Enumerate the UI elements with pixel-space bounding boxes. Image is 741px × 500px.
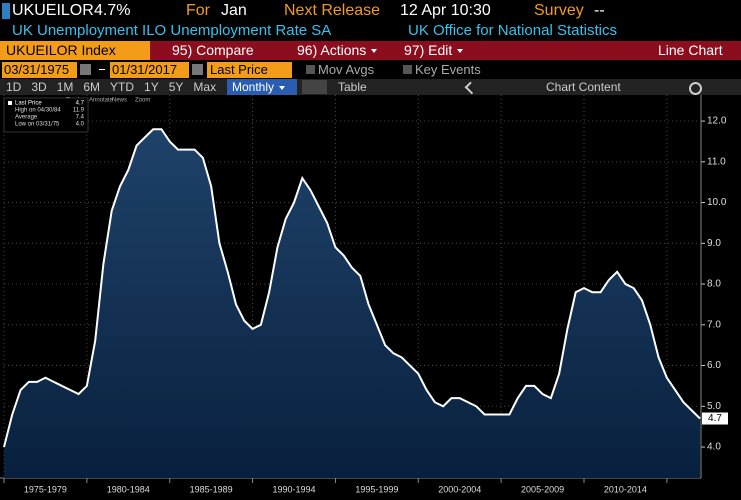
start-date-box[interactable] [2,62,77,78]
survey: -- [594,2,605,19]
settings-icon[interactable] [689,82,702,95]
range-button[interactable]: 5Y [168,80,184,94]
release-label: Next Release [284,2,381,19]
edit-button[interactable]: 97) Edit [404,42,464,58]
y-tick-label: 9.0 [707,238,721,249]
legend-swatch [8,101,12,105]
area [4,129,700,478]
tool-button[interactable]: Zoom [135,98,150,104]
legend-box [3,97,89,133]
range-button[interactable]: 6M [83,80,101,94]
last-value-label: 4.7 [708,413,722,424]
y-tick-label: 4.0 [707,442,721,453]
legend-value: 4.7 [76,101,85,107]
line [3,128,701,448]
x-tick-label: 1995-1999 [355,484,398,494]
tool-button[interactable]: News [112,98,127,104]
ticker-marker [2,3,10,19]
view-label: Line Chart [658,42,723,58]
legend-stat-value: 4.0 [76,122,85,128]
survey-label: Survey [534,2,584,19]
ticker: UKUEILOR [12,2,94,19]
description: UK Unemployment ILO Unemployment Rate SA [12,22,332,39]
y-tick-label: 10.0 [707,197,727,208]
range-button[interactable]: 1D [6,80,22,94]
end-date[interactable]: 01/31/2017 [112,62,178,77]
last-value-tag [702,412,728,425]
checkbox[interactable] [306,65,315,74]
actions-button[interactable]: 96) Actions [297,42,378,58]
range-button[interactable]: Max [193,80,217,94]
range-bar [0,79,741,95]
period-label: For [186,2,210,19]
y-tick-label: 6.0 [707,360,721,371]
security-box[interactable] [0,41,150,60]
y-tick-label: 5.0 [707,401,721,412]
compare-button[interactable]: 95) Compare [172,42,254,58]
chart: TrackAnnotateNewsZoom4.05.06.07.08.09.01… [0,95,728,494]
y-tick-label: 12.0 [707,116,727,127]
legend-stat-value: 11.9 [73,108,85,114]
start-date[interactable]: 03/31/1975 [4,62,70,77]
mov-avgs[interactable]: Mov Avgs [318,62,375,77]
frequency-label[interactable]: Monthly [232,80,275,94]
x-tick-label: 1975-1979 [24,484,67,494]
y-tick-label: 11.0 [707,156,726,167]
release: 12 Apr 10:30 [400,2,491,19]
legend-entry: Last Price [15,101,42,107]
chart-content[interactable]: Chart Content [546,80,621,94]
date-separator [99,69,105,70]
x-tick-label: 2005-2009 [521,484,564,494]
checkbox[interactable] [403,65,412,74]
line-chart-icon[interactable] [302,80,327,94]
legend-stat-label: High on 04/30/84 [15,108,61,114]
legend: Last Price 4.7 High on 04/30/84 11.9 Average… [3,97,89,133]
source: UK Office for National Statistics [408,22,617,39]
x-tick-label: 2010-2014 [604,484,647,494]
x-tick-label: 1985-1989 [190,484,233,494]
x-tick-label: 2000-2004 [438,484,481,494]
key-events[interactable]: Key Events [415,62,481,77]
field[interactable]: Last Price [210,62,268,77]
legend-stat-label: Low on 03/31/75 [15,122,60,128]
legend-stat-label: Average [15,115,38,121]
calendar-icon[interactable] [192,64,203,75]
table-button[interactable]: Table [338,80,367,94]
range-button[interactable]: 1Y [144,80,159,94]
menu-bar [0,41,741,60]
edit-label[interactable]: 97) Edit [404,42,453,58]
range-button[interactable]: 1M [56,80,74,94]
x-tick-label: 1990-1994 [272,484,315,494]
ticker-value: 4.7% [94,2,131,19]
period: Jan [221,2,247,19]
end-date-box[interactable] [110,62,189,78]
tool-button[interactable]: Annotate [89,98,114,104]
range-buttons: 1D 3D 1M 6M YTD 1Y 5Y Max [6,80,226,94]
actions-label[interactable]: 96) Actions [297,42,367,58]
range-button[interactable]: 3D [31,80,47,94]
range-button[interactable]: YTD [110,80,135,94]
y-tick-label: 8.0 [707,279,721,290]
y-tick-label: 7.0 [707,319,721,330]
legend-stat-value: 7.4 [76,115,85,121]
frequency[interactable]: Monthly [232,80,286,94]
frequency-box[interactable] [227,79,297,95]
security[interactable]: UKUEILOR Index [6,42,116,58]
calendar-icon[interactable] [80,64,91,75]
x-tick-label: 1980-1984 [107,484,150,494]
field-box[interactable] [207,62,292,78]
